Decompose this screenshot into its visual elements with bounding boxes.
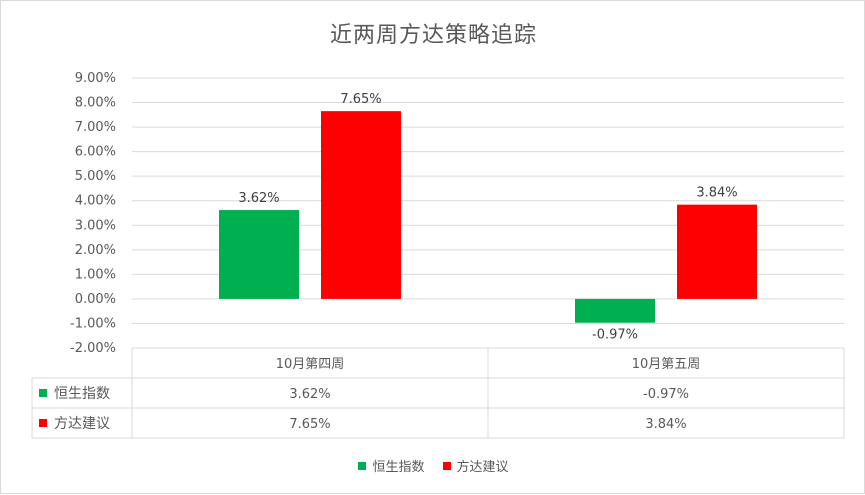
y-tick-label: -2.00% — [70, 341, 116, 356]
y-tick-label: 6.00% — [75, 145, 116, 160]
legend-item: 恒生指数 — [358, 456, 425, 475]
bar — [321, 111, 401, 299]
table-cell: -0.97% — [643, 387, 689, 402]
table-legend-key — [39, 389, 47, 397]
table-series-name: 恒生指数 — [54, 386, 110, 402]
y-tick-label: 4.00% — [75, 194, 116, 209]
legend-item: 方达建议 — [442, 456, 509, 475]
table-cell: 7.65% — [289, 417, 330, 432]
legend-swatch — [442, 461, 451, 470]
y-tick-label: 1.00% — [75, 267, 116, 282]
legend-swatch — [358, 461, 367, 470]
y-tick-label: 8.00% — [75, 96, 116, 111]
x-tick-label: 10月第四周 — [276, 357, 345, 372]
data-label: 3.84% — [696, 186, 737, 201]
y-tick-label: 5.00% — [75, 169, 116, 184]
data-label: 3.62% — [238, 191, 279, 206]
legend: 恒生指数 方达建议 — [1, 456, 865, 475]
data-label: -0.97% — [592, 328, 638, 343]
y-tick-label: 2.00% — [75, 243, 116, 258]
y-tick-label: 7.00% — [75, 120, 116, 135]
y-tick-label: 9.00% — [75, 71, 116, 86]
table-series-name: 方达建议 — [54, 416, 110, 432]
bar — [677, 204, 757, 299]
legend-label: 方达建议 — [456, 460, 509, 475]
y-tick-label: 3.00% — [75, 218, 116, 233]
table-legend-key — [39, 419, 47, 427]
bar — [575, 298, 655, 323]
y-tick-label: -1.00% — [70, 316, 116, 331]
chart-title: 近两周方达策略追踪 — [329, 23, 537, 48]
table-cell: 3.84% — [645, 417, 686, 432]
data-label: 7.65% — [340, 92, 381, 107]
x-tick-label: 10月第五周 — [632, 357, 701, 372]
bar — [219, 210, 299, 299]
y-tick-label: 0.00% — [75, 292, 116, 307]
legend-label: 恒生指数 — [372, 460, 425, 475]
table-cell: 3.62% — [289, 387, 330, 402]
